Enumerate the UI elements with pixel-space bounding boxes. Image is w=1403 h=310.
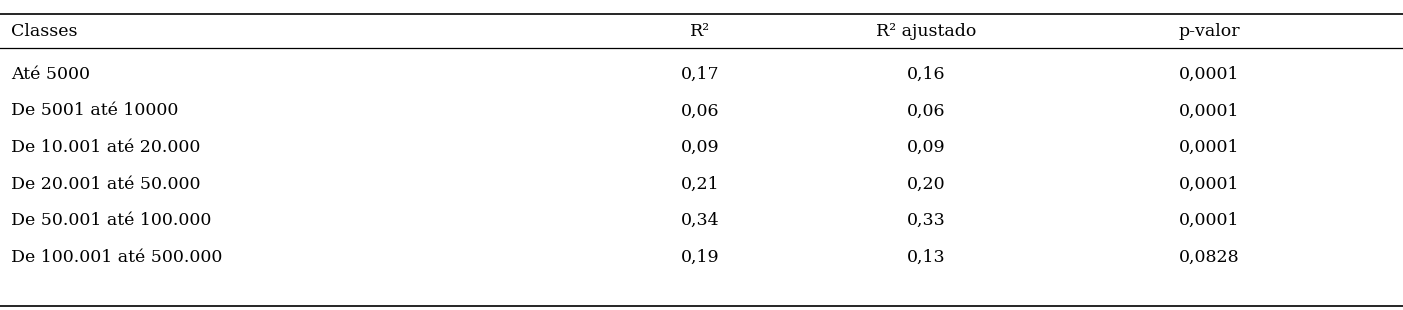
Text: 0,19: 0,19 — [680, 249, 720, 266]
Text: De 50.001 até 100.000: De 50.001 até 100.000 — [11, 212, 212, 229]
Text: Classes: Classes — [11, 23, 77, 39]
Text: 0,21: 0,21 — [680, 176, 720, 193]
Text: 0,06: 0,06 — [680, 103, 720, 119]
Text: 0,06: 0,06 — [906, 103, 946, 119]
Text: 0,0001: 0,0001 — [1179, 212, 1240, 229]
Text: R² ajustado: R² ajustado — [875, 23, 976, 39]
Text: De 100.001 até 500.000: De 100.001 até 500.000 — [11, 249, 223, 266]
Text: 0,17: 0,17 — [680, 66, 720, 83]
Text: 0,34: 0,34 — [680, 212, 720, 229]
Text: 0,0001: 0,0001 — [1179, 66, 1240, 83]
Text: De 5001 até 10000: De 5001 até 10000 — [11, 103, 178, 119]
Text: 0,0001: 0,0001 — [1179, 139, 1240, 156]
Text: Até 5000: Até 5000 — [11, 66, 90, 83]
Text: De 20.001 até 50.000: De 20.001 até 50.000 — [11, 176, 201, 193]
Text: 0,0001: 0,0001 — [1179, 176, 1240, 193]
Text: De 10.001 até 20.000: De 10.001 até 20.000 — [11, 139, 201, 156]
Text: p-valor: p-valor — [1179, 23, 1240, 39]
Text: 0,13: 0,13 — [906, 249, 946, 266]
Text: 0,0828: 0,0828 — [1179, 249, 1240, 266]
Text: 0,16: 0,16 — [906, 66, 946, 83]
Text: 0,0001: 0,0001 — [1179, 103, 1240, 119]
Text: 0,09: 0,09 — [680, 139, 720, 156]
Text: 0,20: 0,20 — [906, 176, 946, 193]
Text: 0,33: 0,33 — [906, 212, 946, 229]
Text: 0,09: 0,09 — [906, 139, 946, 156]
Text: R²: R² — [690, 23, 710, 39]
